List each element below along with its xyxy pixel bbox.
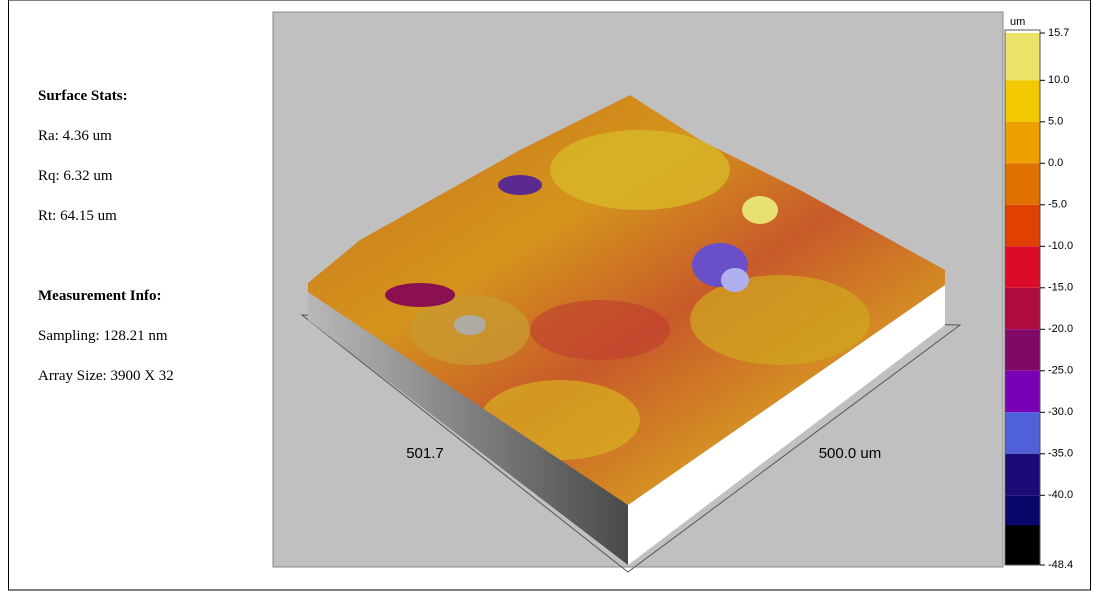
colorbar-tick-label: 15.7: [1048, 27, 1069, 39]
colorbar-tick-label: -48.4: [1048, 559, 1073, 571]
colorbar-band: [1005, 33, 1040, 80]
colorbar-tick-label: -30.0: [1048, 406, 1073, 418]
stat-rq: Rq: 6.32 um: [38, 168, 113, 184]
colorbar-tick-label: 5.0: [1048, 116, 1063, 128]
stats-title: Surface Stats:: [38, 88, 128, 104]
colorbar-band: [1005, 371, 1040, 412]
colorbar-tick-label: -5.0: [1048, 199, 1067, 211]
colorbar-band: [1005, 288, 1040, 329]
colorbar-tick-label: -35.0: [1048, 448, 1073, 460]
colorbar-band: [1005, 246, 1040, 287]
colorbar-band: [1005, 454, 1040, 495]
colorbar-tick-label: -25.0: [1048, 365, 1073, 377]
colorbar-band: [1005, 329, 1040, 370]
measurement-title: Measurement Info:: [38, 288, 161, 304]
colorbar: um 15.7 10.0 5.0 0.0 -5.0 -10.0 -15.0 -20.0 -25.…: [1005, 16, 1073, 571]
colorbar-band: [1005, 122, 1040, 163]
colorbar-tick-label: -40.0: [1048, 489, 1073, 501]
stat-ra: Ra: 4.36 um: [38, 128, 112, 144]
colorbar-tick-label: -15.0: [1048, 282, 1073, 294]
colorbar-band: [1005, 163, 1040, 204]
stat-rt: Rt: 64.15 um: [38, 208, 117, 224]
colorbar-tick-label: 10.0: [1048, 74, 1069, 86]
sampling: Sampling: 128.21 nm: [38, 328, 168, 344]
colorbar-unit: um: [1010, 16, 1025, 28]
y-axis-label: 500.0 um: [819, 445, 882, 462]
colorbar-tick-label: -10.0: [1048, 240, 1073, 252]
colorbar-tick-label: -20.0: [1048, 323, 1073, 335]
page: Surface Stats: Ra: 4.36 um Rq: 6.32 um R…: [0, 0, 1099, 595]
surface-view: 501.7 500.0 um: [273, 12, 1003, 572]
colorbar-band: [1005, 205, 1040, 246]
array-size: Array Size: 3900 X 32: [38, 368, 174, 384]
colorbar-tick-label: 0.0: [1048, 157, 1063, 169]
colorbar-bottom: [1005, 525, 1040, 565]
x-axis-label: 501.7: [406, 445, 444, 462]
colorbar-band: [1005, 412, 1040, 453]
window: Surface Stats: Ra: 4.36 um Rq: 6.32 um R…: [0, 0, 1099, 595]
colorbar-band: [1005, 80, 1040, 121]
